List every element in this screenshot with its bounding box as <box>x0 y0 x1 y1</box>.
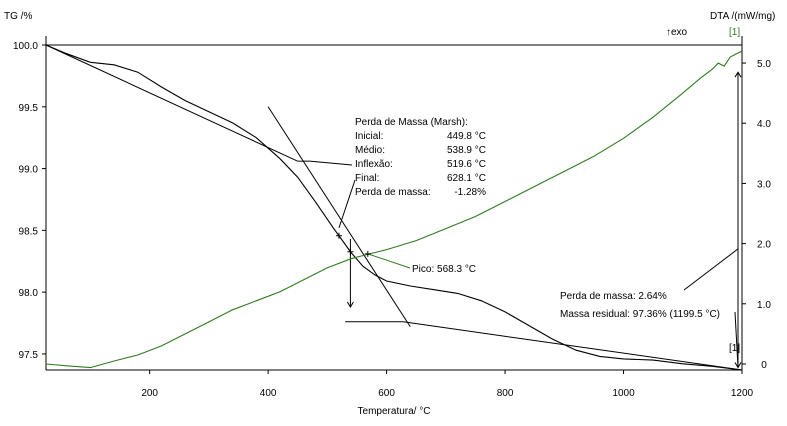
total-loss-leader <box>683 248 739 291</box>
peak-marker <box>364 250 371 257</box>
series-dta-line <box>45 50 743 369</box>
marsh-title: Perda de Massa (Marsh): <box>355 117 468 128</box>
right-tick-label: 4.0 <box>757 119 771 130</box>
total-loss-arrowhead-top <box>734 71 742 78</box>
x-axis-title: Temperatura/ °C <box>358 406 431 417</box>
left-tick-label: 98.5 <box>19 226 39 237</box>
marsh-row-value: 538.9 °C <box>447 145 486 156</box>
exo-label: ↑exo <box>666 27 688 38</box>
right-tick-label: 0 <box>761 360 767 371</box>
marsh-row-value: -1.28% <box>454 187 486 198</box>
peak-leader <box>367 253 411 269</box>
final-leader <box>338 179 356 229</box>
final-tangent <box>403 321 743 371</box>
legend-marker-bottom: [1] <box>729 343 740 354</box>
left-tick-label: 98.0 <box>19 288 39 299</box>
total-loss-label: Perda de massa: 2.64% <box>560 291 667 302</box>
tg-characteristic-marker <box>347 248 354 255</box>
series-tg-line <box>45 44 743 371</box>
annotation-lines <box>45 44 743 371</box>
left-tick-label: 99.5 <box>19 103 39 114</box>
x-tick-label: 1000 <box>612 388 635 399</box>
initial-tangent <box>45 44 298 162</box>
left-tick-label: 99.0 <box>19 165 39 176</box>
right-axis-title: DTA /(mW/mg) <box>710 11 775 22</box>
right-tick-label: 1.0 <box>757 300 771 311</box>
marsh-row-label: Inicial: <box>355 131 383 142</box>
residual-leader <box>734 311 739 368</box>
marsh-row-label: Inflexão: <box>355 159 393 170</box>
marsh-row-label: Final: <box>355 173 379 184</box>
x-tick-label: 400 <box>260 388 277 399</box>
total-loss-arrowhead-bottom <box>734 362 742 369</box>
marsh-row-value: 628.1 °C <box>447 173 486 184</box>
x-tick-label: 200 <box>141 388 158 399</box>
x-tick-label: 1200 <box>731 388 754 399</box>
right-tick-label: 5.0 <box>757 59 771 70</box>
tg-characteristic-marker <box>335 232 342 239</box>
marsh-row-label: Médio: <box>355 145 385 156</box>
marsh-row-value: 519.6 °C <box>447 159 486 170</box>
left-tick-label: 97.5 <box>19 350 39 361</box>
left-axis-title: TG /% <box>4 11 32 22</box>
residual-mass-label: Massa residual: 97.36% (1199.5 °C) <box>560 309 720 320</box>
right-tick-label: 3.0 <box>757 179 771 190</box>
x-tick-label: 600 <box>378 388 395 399</box>
marsh-row-label: Perda de massa: <box>355 187 431 198</box>
inflection-tangent <box>267 106 411 328</box>
x-tick-label: 800 <box>497 388 514 399</box>
peak-label: Pico: 568.3 °C <box>412 264 476 275</box>
mass-loss-arrowhead <box>346 301 354 308</box>
series-layer <box>45 44 743 371</box>
left-tick-label: 100.0 <box>13 41 38 52</box>
legend-marker-top: [1] <box>729 27 740 38</box>
right-tick-label: 2.0 <box>757 240 771 251</box>
marsh-row-value: 449.8 °C <box>447 131 486 142</box>
marsh-annotation: Perda de Massa (Marsh): Inicial: 449.8 °… <box>355 117 486 198</box>
ticks-layer: 200 400 600 800 1000 1200 97.5 98.0 98.5 99.0 99.5… <box>13 41 771 399</box>
inflexao-pointer <box>309 160 353 166</box>
